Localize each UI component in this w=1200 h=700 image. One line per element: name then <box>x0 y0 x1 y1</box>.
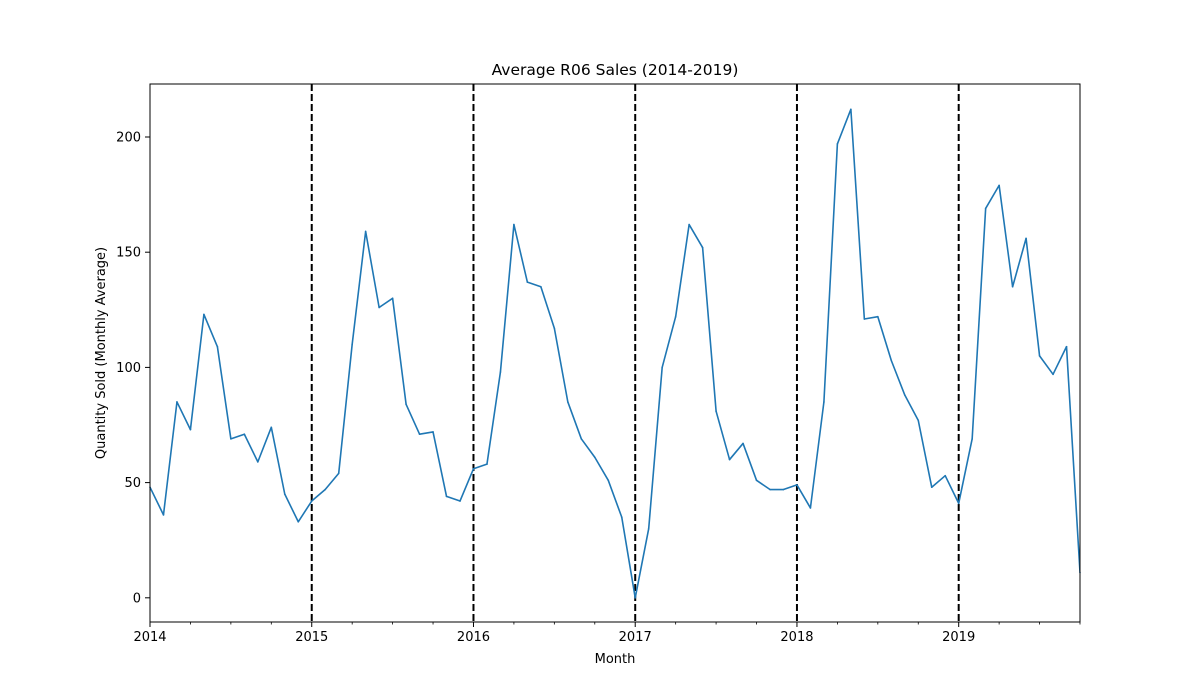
data-point <box>944 474 947 477</box>
data-point <box>1038 355 1041 357</box>
data-point <box>755 479 758 482</box>
data-point <box>1025 237 1027 240</box>
data-point <box>957 502 960 505</box>
data-point <box>796 484 798 486</box>
data-point <box>540 285 542 288</box>
data-point <box>405 403 407 406</box>
data-point <box>526 281 529 283</box>
data-point <box>162 514 165 516</box>
y-tick-label: 150 <box>116 246 141 261</box>
x-tick-label: 2019 <box>942 630 975 645</box>
x-tick-label: 2014 <box>133 630 166 645</box>
data-point <box>701 246 704 249</box>
data-point <box>634 597 637 599</box>
chart-title: Average R06 Sales (2014-2019) <box>492 61 739 79</box>
data-point <box>782 488 785 491</box>
x-tick-label: 2017 <box>619 630 652 645</box>
data-point <box>364 230 367 233</box>
data-point <box>378 306 380 309</box>
data-point <box>283 493 286 495</box>
data-point <box>984 207 987 210</box>
y-axis-title: Quantity Sold (Monthly Average) <box>94 247 109 459</box>
x-axis: 2014 2015 2016 2017 2018 2019 <box>133 622 1081 645</box>
data-point <box>351 343 353 346</box>
y-tick-label: 0 <box>133 591 141 606</box>
y-axis: 0 50 100 150 200 <box>116 130 150 606</box>
data-point <box>823 401 825 403</box>
x-tick-label: 2018 <box>780 630 813 645</box>
data-point <box>270 426 273 429</box>
data-point <box>903 394 906 396</box>
data-point <box>418 433 421 436</box>
data-point <box>499 371 502 373</box>
data-point <box>715 410 717 412</box>
x-axis-title: Month <box>595 652 636 667</box>
data-point <box>930 486 933 489</box>
data-point <box>432 431 434 433</box>
data-point <box>391 297 394 300</box>
x-tick-label: 2016 <box>457 630 490 645</box>
data-point <box>1065 345 1068 348</box>
data-point <box>688 223 690 226</box>
x-tick-label: 2015 <box>295 630 328 645</box>
data-point <box>337 472 340 475</box>
data-point <box>661 366 663 369</box>
data-point <box>324 488 327 491</box>
data-point <box>472 467 475 470</box>
data-point <box>1052 373 1054 376</box>
data-point <box>486 463 488 465</box>
data-point <box>877 315 879 318</box>
plot-area <box>149 84 1081 622</box>
data-point <box>1011 285 1014 288</box>
data-point <box>742 442 744 445</box>
data-point <box>176 401 178 403</box>
data-point <box>297 520 300 523</box>
data-point <box>769 488 771 491</box>
data-point <box>607 479 610 482</box>
data-point <box>863 318 866 320</box>
data-point <box>553 327 556 330</box>
data-point <box>580 438 583 440</box>
data-point <box>620 516 623 518</box>
data-point <box>647 527 650 530</box>
data-point <box>203 313 205 316</box>
data-point <box>257 461 259 463</box>
data-point <box>850 108 852 111</box>
data-point <box>230 438 232 440</box>
data-point <box>567 401 569 403</box>
data-point <box>728 458 731 461</box>
data-point <box>459 500 461 502</box>
data-point <box>674 315 677 318</box>
data-point <box>216 345 219 348</box>
y-tick-label: 200 <box>116 130 141 145</box>
y-tick-label: 100 <box>116 361 141 376</box>
data-point <box>836 143 839 145</box>
data-point <box>998 184 1000 187</box>
data-point <box>971 438 973 440</box>
y-tick-label: 50 <box>124 476 141 491</box>
data-point <box>310 500 313 502</box>
data-point <box>513 223 515 226</box>
data-point <box>593 456 596 459</box>
data-point <box>189 428 192 431</box>
data-point <box>809 507 812 509</box>
series-line-0 <box>150 108 1080 599</box>
data-point <box>445 495 448 498</box>
data-point <box>890 359 893 362</box>
plot-frame <box>149 83 1081 623</box>
data-point <box>243 433 246 436</box>
data-point <box>917 419 920 422</box>
